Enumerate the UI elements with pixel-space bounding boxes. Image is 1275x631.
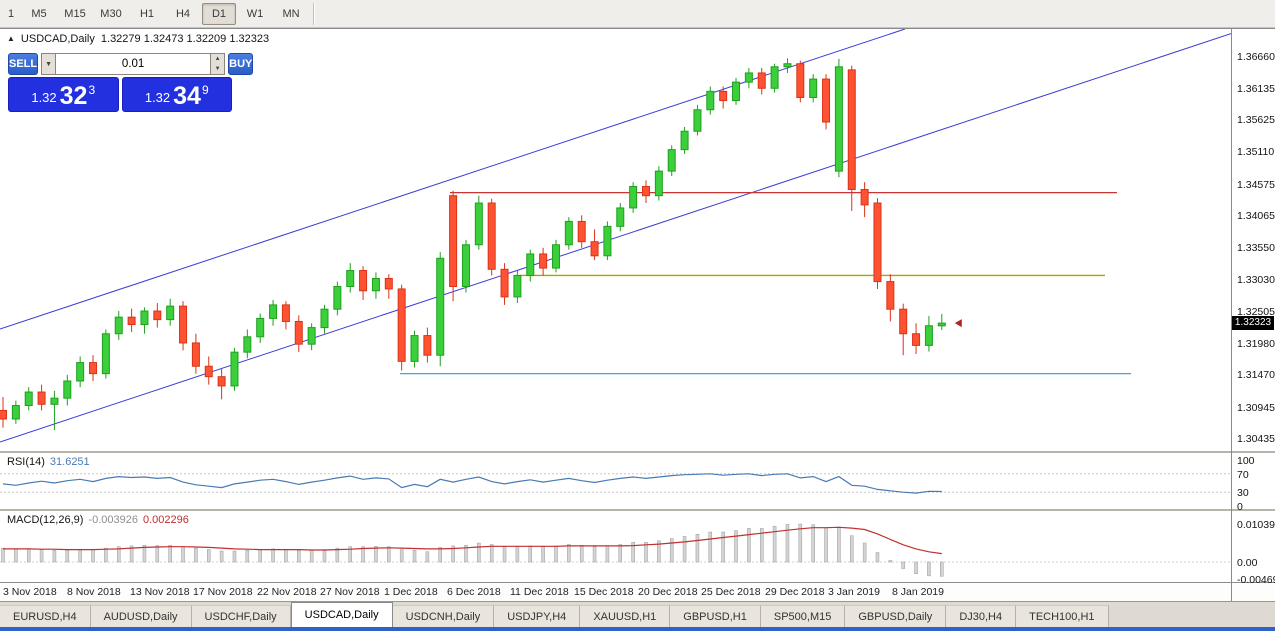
volume-dropdown-icon[interactable]: ▼: [41, 53, 57, 75]
date-label: 29 Dec 2018: [765, 586, 825, 598]
date-label: 17 Nov 2018: [193, 586, 253, 598]
date-label: 13 Nov 2018: [130, 586, 190, 598]
main-chart-canvas[interactable]: [0, 29, 1231, 451]
chart-tab-audusd-daily[interactable]: AUDUSD,Daily: [90, 605, 192, 627]
date-label: 25 Dec 2018: [701, 586, 761, 598]
sell-price-tile[interactable]: 1.32 32 3: [8, 77, 119, 112]
main-pane: ▲ USDCAD,Daily 1.32279 1.32473 1.32209 1…: [0, 29, 1275, 453]
date-label: 27 Nov 2018: [320, 586, 380, 598]
date-label: 11 Dec 2018: [510, 586, 569, 598]
price-axis-label: 1.33550: [1237, 241, 1275, 254]
axis-divider: [1231, 29, 1232, 602]
bottom-strip: [0, 627, 1275, 631]
tab-bar: EURUSD,H4 AUDUSD,Daily USDCHF,Daily USDCAD,…: [0, 601, 1275, 627]
buy-price-tile[interactable]: 1.32 34 9: [121, 77, 232, 112]
sell-price-pips: 32: [59, 82, 88, 110]
chart-tab-gbpusd-daily[interactable]: GBPUSD,Daily: [845, 605, 947, 627]
price-axis-label: 1.36660: [1237, 50, 1275, 63]
macd-name: MACD(12,26,9): [7, 514, 84, 526]
volume-down-icon[interactable]: ▼: [214, 66, 221, 72]
date-label: 1 Dec 2018: [384, 586, 438, 598]
macd-axis-label: 0.010397: [1237, 519, 1275, 532]
timeframe-button-1[interactable]: 1: [7, 7, 15, 20]
price-axis-label: 1.31470: [1237, 369, 1275, 382]
chart-tab-dj30-h4[interactable]: DJ30,H4: [946, 605, 1017, 627]
price-axis-label: 1.34065: [1237, 210, 1275, 223]
macd-signal-value: 0.002296: [142, 514, 189, 526]
chart-tab-gbpusd-h1[interactable]: GBPUSD,H1: [670, 605, 761, 627]
sell-price-base: 1.32: [31, 90, 57, 105]
rsi-axis-label: 70: [1237, 468, 1249, 481]
price-axis-label: 1.35110: [1237, 146, 1275, 159]
macd-axis-label: 0.00: [1237, 557, 1258, 569]
symbol-info: ▲ USDCAD,Daily 1.32279 1.32473 1.32209 1…: [7, 33, 269, 45]
rsi-value: 31.6251: [49, 456, 90, 468]
chart-tab-usdchf-daily[interactable]: USDCHF,Daily: [191, 605, 291, 627]
price-axis-label: 1.30945: [1237, 401, 1275, 414]
volume-input[interactable]: [56, 53, 212, 75]
date-label: 8 Jan 2019: [892, 586, 944, 598]
symbol-ohlc-values: 1.32279 1.32473 1.32209 1.32323: [100, 33, 270, 45]
rsi-name: RSI(14): [7, 456, 45, 468]
date-label: 8 Nov 2018: [67, 586, 121, 598]
date-label: 3 Jan 2019: [828, 586, 880, 598]
chart-window: ▲ USDCAD,Daily 1.32279 1.32473 1.32209 1…: [0, 28, 1275, 602]
price-axis-label: 1.35625: [1237, 114, 1275, 127]
rsi-axis-label: 0: [1237, 501, 1243, 513]
volume-stepper[interactable]: ▲ ▼: [211, 53, 226, 75]
chart-tab-eurusd-h4[interactable]: EURUSD,H4: [0, 605, 91, 627]
volume-up-icon[interactable]: ▲: [214, 56, 221, 62]
rsi-label: RSI(14) 31.6251: [7, 456, 90, 468]
chart-tab-usdcnh-daily[interactable]: USDCNH,Daily: [392, 605, 495, 627]
toolbar-separator: [313, 2, 315, 25]
macd-pane: MACD(12,26,9) -0.003926 0.002296 0.01039…: [0, 511, 1275, 586]
date-label: 3 Nov 2018: [3, 586, 57, 598]
rsi-axis-label: 100: [1237, 455, 1255, 467]
timeframe-toolbar: 1 M5 M15 M30 H1 H4 D1 W1 MN: [0, 0, 1275, 28]
chart-tab-sp500-m15[interactable]: SP500,M15: [760, 605, 846, 627]
buy-price-base: 1.32: [144, 90, 171, 105]
timeframe-button-M5[interactable]: M5: [31, 7, 47, 20]
price-axis-label: 1.31980: [1237, 338, 1275, 351]
date-label: 20 Dec 2018: [638, 586, 698, 598]
date-label: 6 Dec 2018: [447, 586, 501, 598]
sell-button[interactable]: SELL: [8, 53, 39, 75]
sell-price-point: 3: [88, 83, 96, 97]
price-axis-label: 1.34575: [1237, 178, 1275, 191]
timeframe-button-D1[interactable]: D1: [202, 2, 236, 25]
timeframe-button-H1[interactable]: H1: [139, 7, 155, 20]
price-axis-label: 1.30435: [1237, 432, 1275, 445]
macd-main-value: -0.003926: [88, 514, 138, 526]
buy-button[interactable]: BUY: [228, 53, 254, 75]
buy-price-point: 9: [201, 83, 209, 97]
timeframe-button-M30[interactable]: M30: [100, 7, 122, 20]
rsi-axis-label: 30: [1237, 487, 1249, 500]
price-axis-label: 1.32505: [1237, 305, 1275, 318]
date-label: 22 Nov 2018: [257, 586, 317, 598]
date-label: 15 Dec 2018: [574, 586, 634, 598]
chart-tab-tech100-h1[interactable]: TECH100,H1: [1016, 605, 1109, 627]
rsi-pane: RSI(14) 31.6251 100 70 30 0: [0, 453, 1275, 513]
current-price-tag: 1.32323: [1232, 316, 1274, 331]
timeframe-button-H4[interactable]: H4: [175, 7, 191, 20]
timeframe-button-MN[interactable]: MN: [282, 7, 300, 20]
timeframe-button-M15[interactable]: M15: [64, 7, 86, 20]
chart-shift-icon: ▲: [7, 34, 15, 43]
chart-tab-usdcad-daily[interactable]: USDCAD,Daily: [290, 602, 393, 627]
macd-canvas[interactable]: [0, 513, 1231, 583]
buy-price-pips: 34: [173, 82, 201, 110]
timeframe-button-W1[interactable]: W1: [246, 7, 264, 20]
price-axis-label: 1.36135: [1237, 83, 1275, 96]
price-axis-label: 1.33030: [1237, 273, 1275, 286]
rsi-canvas[interactable]: [0, 455, 1231, 511]
chart-tab-usdjpy-h4[interactable]: USDJPY,H4: [494, 605, 581, 627]
macd-label: MACD(12,26,9) -0.003926 0.002296: [7, 514, 189, 526]
symbol-title: USDCAD,Daily: [20, 33, 95, 45]
chart-tab-xauusd-h1[interactable]: XAUUSD,H1: [580, 605, 671, 627]
one-click-trading-panel: SELL ▼ ▲ ▼ BUY 1.32 32 3: [8, 53, 254, 112]
current-price-arrow: [954, 319, 962, 328]
time-axis: 3 Nov 2018 8 Nov 2018 13 Nov 2018 17 Nov 20…: [0, 583, 1275, 602]
